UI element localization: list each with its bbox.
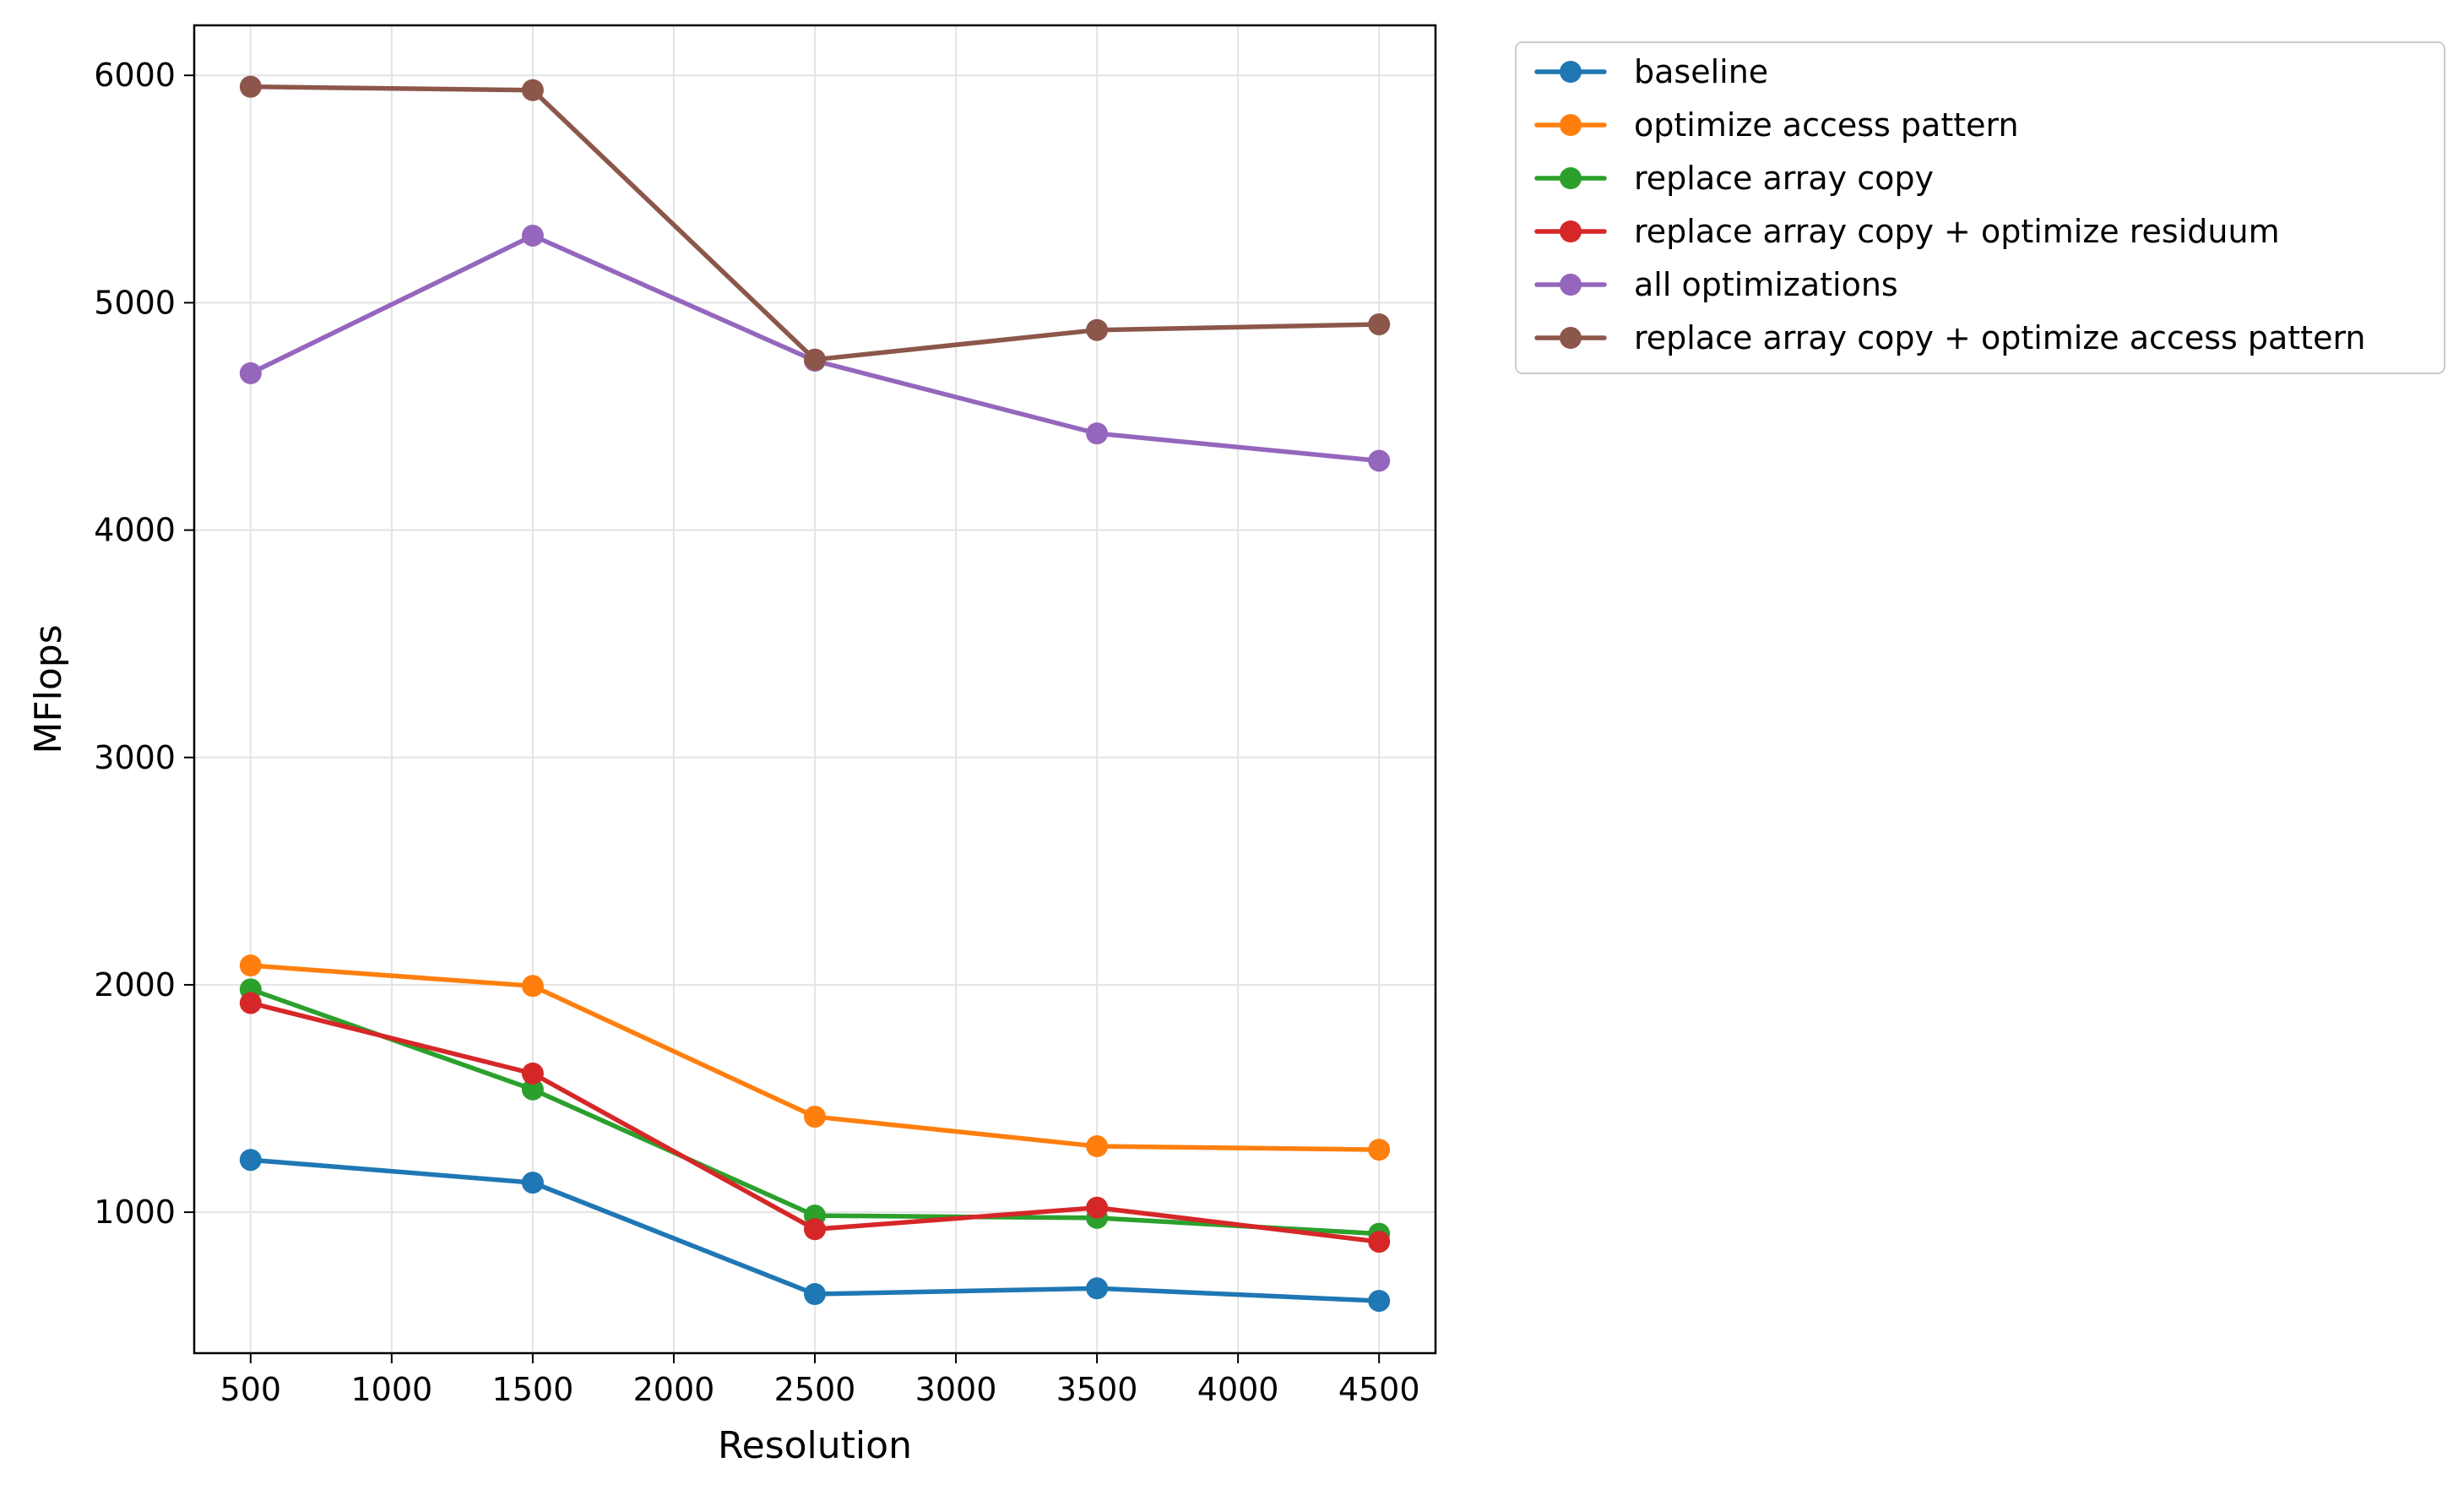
data-point	[804, 1218, 826, 1241]
data-point	[1086, 1277, 1109, 1300]
data-point	[804, 1283, 826, 1306]
legend-item: baseline	[1534, 53, 1768, 90]
legend-marker	[1560, 61, 1582, 83]
legend-marker	[1560, 114, 1582, 136]
data-point	[1368, 1231, 1391, 1253]
plot-series	[239, 75, 1391, 1313]
legend-item: replace array copy + optimize access pat…	[1534, 319, 2366, 356]
legend-item: all optimizations	[1534, 266, 1898, 303]
x-tick-label: 3500	[1056, 1371, 1138, 1408]
x-tick-label: 4500	[1338, 1371, 1420, 1408]
x-tick-label: 3000	[915, 1371, 997, 1408]
y-axis-label: MFlops	[27, 624, 70, 753]
data-point	[239, 954, 262, 977]
x-tick-label: 1500	[492, 1371, 574, 1408]
data-point	[1086, 1196, 1109, 1219]
data-point	[239, 1149, 262, 1172]
legend-label: baseline	[1634, 53, 1768, 90]
data-point	[804, 1106, 826, 1128]
y-tick-label: 6000	[94, 57, 176, 94]
x-tick-label: 500	[220, 1371, 282, 1408]
y-tick-label: 2000	[94, 966, 176, 1003]
series-3	[239, 992, 1391, 1253]
data-point	[521, 1078, 544, 1101]
legend-label: optimize access pattern	[1634, 106, 2019, 144]
data-point	[1368, 1139, 1391, 1161]
data-point	[521, 1062, 544, 1085]
data-point	[239, 75, 262, 98]
y-tick-label: 4000	[94, 512, 176, 549]
legend-marker	[1560, 220, 1582, 242]
data-point	[521, 1172, 544, 1194]
data-point	[804, 348, 826, 371]
y-tick-label: 5000	[94, 284, 176, 321]
legend-label: replace array copy + optimize residuum	[1634, 213, 2280, 250]
grid-lines	[194, 25, 1436, 1353]
legend: baseline optimize access pattern replace a…	[1515, 41, 2445, 374]
legend-item: optimize access pattern	[1534, 106, 2019, 144]
series-5	[239, 75, 1391, 371]
x-tick-label: 2000	[633, 1371, 715, 1408]
data-point	[521, 224, 544, 247]
x-tick-label: 1000	[351, 1371, 433, 1408]
data-point	[1086, 1135, 1109, 1158]
legend-marker	[1560, 327, 1582, 349]
legend-label: all optimizations	[1634, 266, 1898, 303]
data-point	[1086, 318, 1109, 341]
y-axis-ticks: 1000 2000 3000 4000 5000 6000	[94, 57, 194, 1231]
legend-item: replace array copy + optimize residuum	[1534, 213, 2280, 250]
y-tick-label: 1000	[94, 1194, 176, 1231]
data-point	[521, 975, 544, 998]
data-point	[1086, 422, 1109, 445]
legend-item: replace array copy	[1534, 160, 1934, 197]
series-1	[239, 954, 1391, 1161]
data-point	[239, 362, 262, 384]
x-axis-label: Resolution	[718, 1424, 912, 1467]
y-tick-label: 3000	[94, 739, 176, 776]
data-point	[239, 992, 262, 1014]
data-point	[1368, 449, 1391, 472]
legend-marker	[1560, 274, 1582, 296]
x-axis-ticks: 500 1000 1500 2000 2500 3000 3500 4000 4500	[220, 1353, 1420, 1408]
legend-frame	[1515, 41, 2445, 374]
data-point	[1368, 313, 1391, 335]
legend-marker	[1560, 167, 1582, 189]
series-0	[239, 1149, 1391, 1313]
x-tick-label: 2500	[774, 1371, 856, 1408]
x-tick-label: 4000	[1197, 1371, 1279, 1408]
data-point	[521, 79, 544, 101]
data-point	[1368, 1290, 1391, 1313]
legend-label: replace array copy	[1634, 160, 1934, 197]
legend-label: replace array copy + optimize access pat…	[1634, 319, 2366, 356]
